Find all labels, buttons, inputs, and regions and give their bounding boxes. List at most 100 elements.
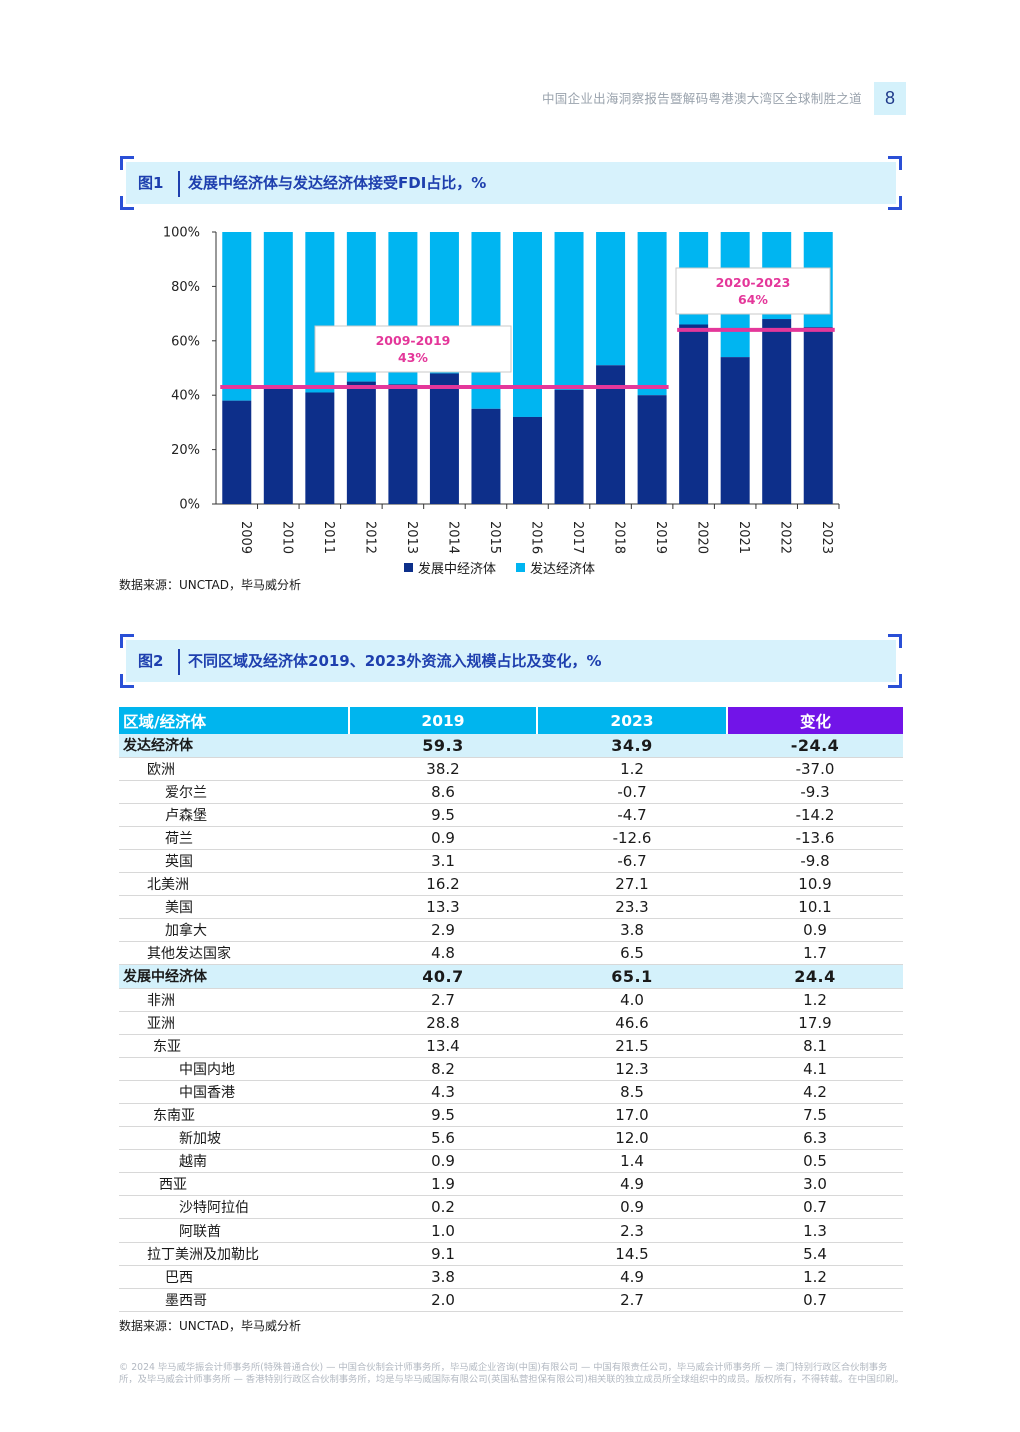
x-tick-label: 2023	[819, 521, 834, 554]
y-tick-label: 0%	[179, 498, 200, 513]
cell-2019: 2.0	[349, 1288, 537, 1312]
cell-2019: 1.9	[349, 1172, 537, 1197]
table-row: 卢森堡 9.5 -4.7 -14.2	[119, 803, 903, 827]
x-tick-label: 2020	[695, 521, 710, 554]
column-header-change: 变化	[727, 707, 903, 734]
bar-developed	[554, 232, 584, 390]
bar-developed	[222, 232, 252, 401]
cell-2023: 4.9	[537, 1265, 727, 1289]
annotation-period: 2009-2019	[376, 333, 451, 348]
cell-region: 发展中经济体	[119, 964, 349, 989]
cell-2023: 17.0	[537, 1103, 727, 1128]
cell-change: 1.3	[727, 1218, 903, 1243]
cell-2023: 6.5	[537, 941, 727, 966]
legend-item-developed: 发达经济体	[516, 558, 595, 577]
cell-2019: 13.3	[349, 895, 537, 920]
legend-swatch-developed	[516, 563, 526, 572]
cell-region: 拉丁美洲及加勒比	[119, 1242, 349, 1266]
table-row: 荷兰 0.9 -12.6 -13.6	[119, 826, 903, 850]
table-row: 中国香港 4.3 8.5 4.2	[119, 1080, 903, 1105]
bar-developing	[305, 392, 335, 504]
cell-2023: 23.3	[537, 895, 727, 920]
cell-region: 荷兰	[119, 826, 349, 850]
cell-change: 24.4	[727, 964, 903, 989]
table-row: 阿联酋 1.0 2.3 1.3	[119, 1218, 903, 1243]
table-row: 墨西哥 2.0 2.7 0.7	[119, 1288, 903, 1312]
cell-2023: 21.5	[537, 1034, 727, 1058]
cell-2023: 4.9	[537, 1172, 727, 1197]
cell-2019: 13.4	[349, 1034, 537, 1058]
cell-2019: 2.7	[349, 988, 537, 1012]
cell-change: 10.1	[727, 895, 903, 920]
cell-2023: 34.9	[537, 734, 727, 758]
table-row: 中国内地 8.2 12.3 4.1	[119, 1057, 903, 1081]
cell-region: 美国	[119, 895, 349, 920]
cell-region: 东南亚	[119, 1103, 349, 1128]
cell-change: 5.4	[727, 1242, 903, 1266]
cell-region: 卢森堡	[119, 803, 349, 827]
column-header-2019: 2019	[349, 707, 538, 734]
cell-2019: 0.9	[349, 1149, 537, 1174]
page-number: 8	[874, 82, 906, 115]
bar-developed	[263, 232, 293, 388]
cell-change: 0.7	[727, 1195, 903, 1220]
cell-change: 17.9	[727, 1011, 903, 1035]
cell-2019: 0.9	[349, 826, 537, 850]
cell-2023: 12.0	[537, 1126, 727, 1151]
cell-2019: 4.3	[349, 1080, 537, 1105]
x-tick-label: 2022	[778, 521, 793, 554]
table-row: 英国 3.1 -6.7 -9.8	[119, 849, 903, 874]
bar-developed	[513, 232, 542, 417]
cell-change: 0.5	[727, 1149, 903, 1174]
x-tick-label: 2012	[362, 521, 377, 554]
bar-developing	[471, 408, 501, 504]
table-row: 美国 13.3 23.3 10.1	[119, 895, 903, 920]
table-row: 北美洲 16.2 27.1 10.9	[119, 872, 903, 897]
bar-developing	[762, 319, 792, 504]
cell-region: 英国	[119, 849, 349, 874]
bar-developed	[596, 232, 626, 366]
bar-developed	[471, 232, 501, 409]
cell-change: -24.4	[727, 734, 903, 758]
table-row: 新加坡 5.6 12.0 6.3	[119, 1126, 903, 1151]
cell-region: 中国香港	[119, 1080, 349, 1105]
cell-change: 1.7	[727, 941, 903, 966]
cell-region: 欧洲	[119, 757, 349, 781]
cell-2023: 1.2	[537, 757, 727, 781]
x-tick-label: 2015	[487, 521, 502, 554]
cell-change: 3.0	[727, 1172, 903, 1197]
cell-change: -37.0	[727, 757, 903, 781]
cell-region: 北美洲	[119, 872, 349, 897]
x-tick-label: 2011	[321, 521, 336, 554]
cell-region: 发达经济体	[119, 734, 349, 758]
y-tick-label: 100%	[163, 226, 200, 241]
legend-item-developing: 发展中经济体	[404, 558, 496, 577]
cell-2019: 3.8	[349, 1265, 537, 1289]
cell-region: 沙特阿拉伯	[119, 1195, 349, 1220]
figure2-source: 数据来源：UNCTAD，毕马威分析	[119, 1319, 301, 1333]
column-header-2023: 2023	[537, 707, 728, 734]
bar-developing	[554, 389, 584, 504]
bar-developing	[803, 327, 833, 504]
cell-change: -14.2	[727, 803, 903, 827]
cell-region: 越南	[119, 1149, 349, 1174]
table-row: 加拿大 2.9 3.8 0.9	[119, 918, 903, 943]
cell-change: 8.1	[727, 1034, 903, 1058]
cell-2023: 0.9	[537, 1195, 727, 1220]
cell-2023: -12.6	[537, 826, 727, 850]
table-row: 沙特阿拉伯 0.2 0.9 0.7	[119, 1195, 903, 1220]
bar-developing	[513, 416, 542, 504]
table-row: 发达经济体 59.3 34.9 -24.4	[119, 734, 903, 758]
cell-2023: 14.5	[537, 1242, 727, 1266]
y-tick-label: 60%	[171, 334, 200, 349]
bar-developing	[720, 357, 750, 504]
cell-2023: -4.7	[537, 803, 727, 827]
x-tick-label: 2010	[279, 521, 294, 554]
cell-2019: 2.9	[349, 918, 537, 943]
y-tick-label: 40%	[171, 389, 200, 404]
x-tick-label: 2014	[445, 521, 460, 554]
figure1-title: 发展中经济体与发达经济体接受FDI占比，%	[188, 174, 487, 192]
cell-region: 新加坡	[119, 1126, 349, 1151]
figure1-number: 图1	[138, 174, 164, 192]
x-tick-label: 2016	[529, 521, 544, 554]
